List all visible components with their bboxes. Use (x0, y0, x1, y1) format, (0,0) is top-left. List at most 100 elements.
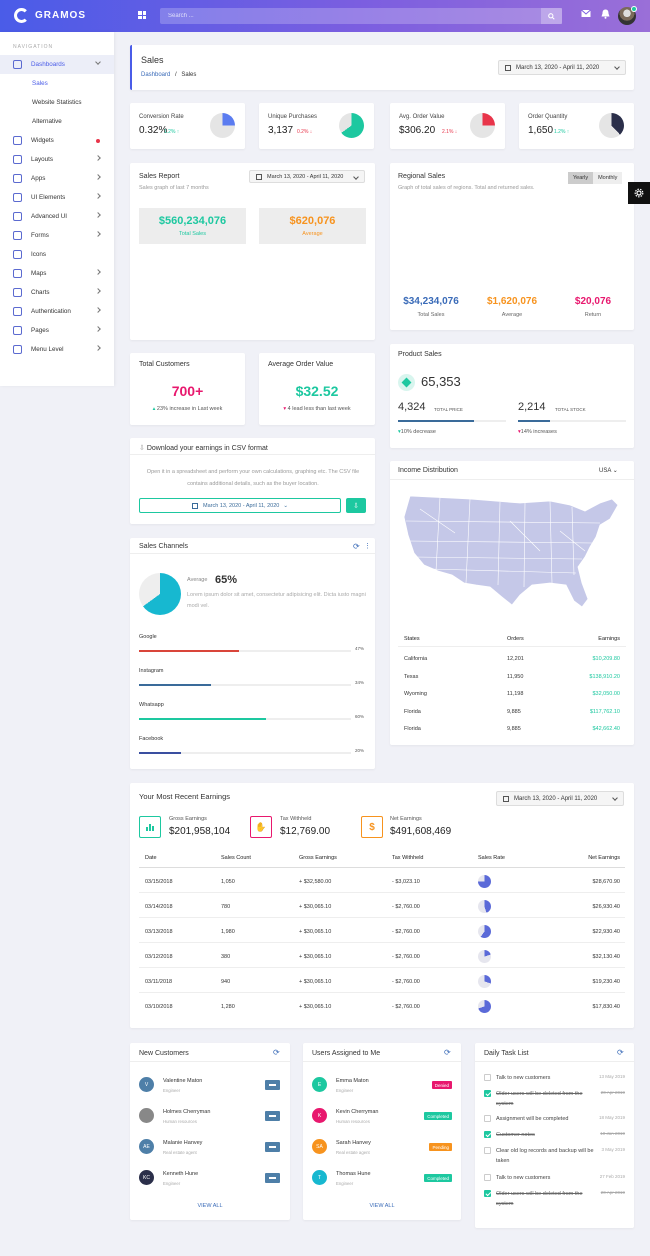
sidebar-item-widgets[interactable]: Widgets (0, 131, 114, 150)
customer-name: Malanie Hanvey (163, 1140, 203, 1146)
task-checkbox[interactable] (484, 1190, 491, 1197)
refresh-icon[interactable]: ⟳ (273, 1048, 280, 1057)
stat-card: Avg. Order Value $306.20 2.1% ↓ (390, 103, 505, 149)
sidebar-item-label: Layouts (31, 156, 54, 163)
sidebar-item-charts[interactable]: Charts (0, 283, 114, 302)
stat-value: $306.20 (399, 125, 436, 136)
download-button[interactable]: ⇩ (346, 498, 366, 513)
task-text: Customer notes (496, 1132, 535, 1138)
sidebar-item-label: Icons (31, 251, 47, 258)
refresh-icon[interactable]: ⟳ (617, 1048, 624, 1057)
sales-report-date-range[interactable]: March 13, 2020 - April 11, 2020 (249, 170, 365, 183)
sidebar-item-ui-elements[interactable]: UI Elements (0, 188, 114, 207)
sales-report-card: Sales Report Sales graph of last 7 month… (130, 163, 375, 340)
daily-task-card: Daily Task List ⟳ Talk to new customers 1… (475, 1043, 634, 1228)
channels-average-text: Lorem ipsum dolor sit amet, consectetur … (187, 592, 366, 609)
task-checkbox[interactable] (484, 1147, 491, 1154)
sidebar-item-layouts[interactable]: Layouts (0, 150, 114, 169)
sidebar-item-label: Charts (31, 289, 50, 296)
task-checkbox[interactable] (484, 1090, 491, 1097)
country-select[interactable]: USA ⌄ (599, 467, 618, 474)
online-status-dot (631, 6, 637, 12)
sidebar-item-forms[interactable]: Forms (0, 226, 114, 245)
stat-card: Unique Purchases 3,137 0.2% ↓ (259, 103, 374, 149)
new-customers-view-all[interactable]: VIEW ALL (197, 1203, 223, 1209)
sidebar-item-website-statistics[interactable]: Website Statistics (0, 93, 114, 112)
channel-name: Facebook (139, 736, 164, 742)
earnings-count: 380 (221, 954, 231, 960)
earnings-tax: - $2,760.00 (392, 929, 420, 935)
tab-monthly[interactable]: Monthly (593, 172, 623, 184)
sidebar-item-icons[interactable]: Icons (0, 245, 114, 264)
average-order-note-text: 4 lead less than last week (287, 406, 351, 412)
total-stock-value: 2,214 (518, 401, 546, 413)
users-assigned-title: Users Assigned to Me (312, 1050, 381, 1057)
earnings-tax: - $3,023.10 (392, 879, 420, 885)
task-text: Clear old log records and backup will be… (496, 1148, 594, 1164)
bell-icon[interactable] (601, 9, 610, 19)
sidebar-item-apps[interactable]: Apps (0, 169, 114, 188)
customer-name: Kenneth Hune (163, 1171, 199, 1177)
remove-customer-button[interactable] (265, 1173, 280, 1183)
earnings-date: 03/12/2018 (145, 954, 173, 960)
user-avatar[interactable] (618, 6, 637, 25)
income-orders: 12,201 (507, 656, 524, 662)
remove-customer-button[interactable] (265, 1142, 280, 1152)
stat-value: 0.32% (139, 125, 168, 136)
search-button[interactable] (541, 8, 562, 24)
download-date-range[interactable]: March 13, 2020 - April 11, 2020 ⌄ (139, 498, 341, 513)
task-checkbox[interactable] (484, 1174, 491, 1181)
remove-customer-button[interactable] (265, 1080, 280, 1090)
sidebar-item-label: Widgets (31, 137, 54, 144)
breadcrumb-sales: Sales (181, 72, 197, 78)
sidebar-item-label: Maps (31, 270, 47, 277)
settings-toggle[interactable] (628, 182, 650, 204)
header-date-range[interactable]: March 13, 2020 - April 11, 2020 (498, 60, 626, 75)
total-price-label: TOTAL PRICE (434, 407, 463, 412)
more-vertical-icon[interactable]: ⋮ (364, 543, 371, 550)
sales-report-title: Sales Report (139, 173, 180, 180)
users-assigned-view-all[interactable]: VIEW ALL (369, 1203, 395, 1209)
apps-grid-icon[interactable] (138, 11, 146, 19)
task-checkbox[interactable] (484, 1131, 491, 1138)
breadcrumb-dashboard[interactable]: Dashboard (141, 72, 171, 78)
nav-heading: NAVIGATION (13, 44, 54, 50)
sidebar-item-menu-level[interactable]: Menu Level (0, 340, 114, 359)
download-csv-title: ⇩ Download your earnings in CSV format (139, 444, 268, 452)
average-order-note: ▾ 4 lead less than last week (259, 406, 375, 412)
daily-task-title: Daily Task List (484, 1050, 529, 1057)
page-title: Sales (141, 55, 164, 65)
refresh-icon[interactable]: ⟳ (353, 542, 360, 551)
sidebar-item-sales[interactable]: Sales (0, 74, 114, 93)
task-checkbox[interactable] (484, 1115, 491, 1122)
sidebar-item-advanced-ui[interactable]: Advanced UI (0, 207, 114, 226)
sidebar-item-maps[interactable]: Maps (0, 264, 114, 283)
sidebar-item-authentication[interactable]: Authentication (0, 302, 114, 321)
menu-icon (13, 345, 22, 354)
icons-icon (13, 250, 22, 259)
income-state: Wyoming (404, 691, 427, 697)
task-text: Assignment will be completed (496, 1116, 569, 1122)
earnings-header: Sales Count (221, 855, 251, 861)
search-input[interactable] (160, 8, 530, 24)
refresh-icon[interactable]: ⟳ (444, 1048, 451, 1057)
ui-elements-icon (13, 193, 22, 202)
chevron-right-icon (95, 326, 101, 332)
app-logo[interactable]: GRAMOS (14, 8, 86, 23)
customer-role: Engineer (163, 1088, 181, 1093)
mail-icon[interactable] (581, 9, 591, 18)
chevron-right-icon (95, 212, 101, 218)
channel-bar (139, 718, 351, 720)
tab-yearly[interactable]: Yearly (568, 172, 594, 184)
remove-customer-button[interactable] (265, 1111, 280, 1121)
total-sales-box: $560,234,076 Total Sales (139, 208, 246, 244)
task-checkbox[interactable] (484, 1074, 491, 1081)
sidebar-item-dashboards[interactable]: Dashboards (0, 55, 114, 74)
sidebar-item-alternative[interactable]: Alternative (0, 112, 114, 131)
average-order-value-card: Average Order Value $32.52 ▾ 4 lead less… (259, 353, 375, 425)
earnings-date-range[interactable]: March 13, 2020 - April 11, 2020 (496, 791, 624, 806)
regional-sales-subtitle: Graph of total sales of regions. Total a… (398, 185, 535, 191)
task-text: Older users will be deleted from the sys… (496, 1191, 583, 1207)
income-orders: 11,950 (507, 673, 524, 680)
sidebar-item-pages[interactable]: Pages (0, 321, 114, 340)
